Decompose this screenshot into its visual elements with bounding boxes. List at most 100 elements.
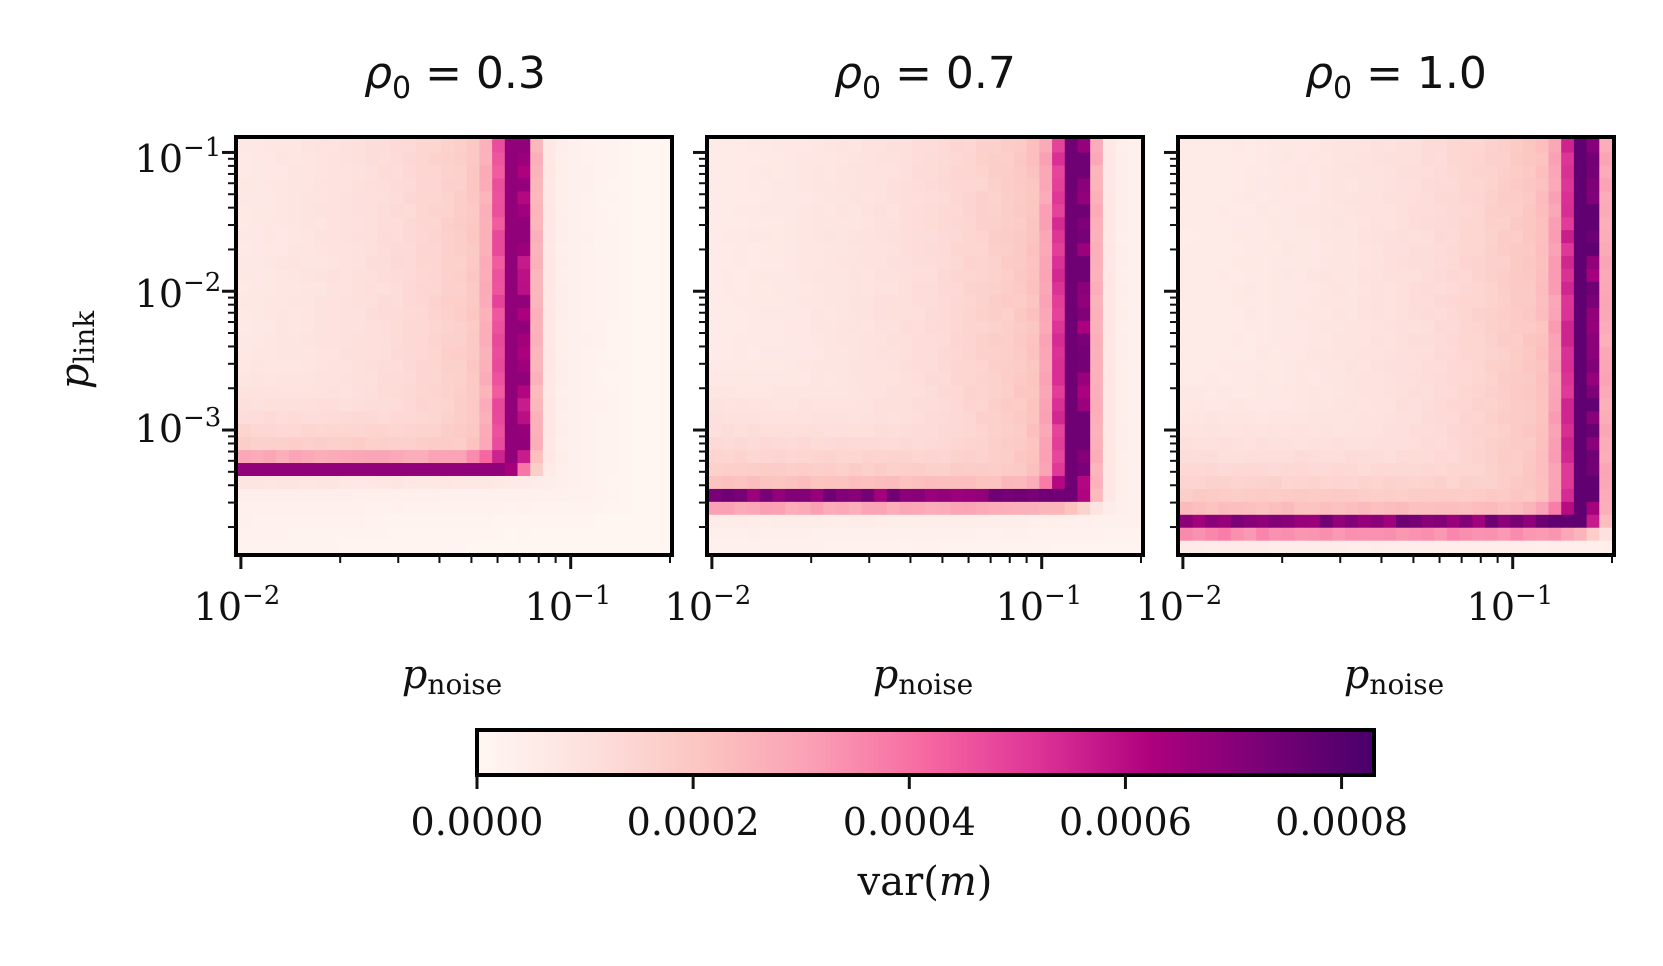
heatmap-cell — [1332, 216, 1346, 231]
heatmap-cell — [759, 190, 774, 205]
heatmap-cell — [631, 255, 646, 269]
heatmap-cell — [1472, 333, 1486, 347]
heatmap-cell — [1180, 475, 1194, 489]
heatmap-cell — [403, 242, 417, 257]
heatmap-cell — [899, 397, 913, 412]
heatmap-cell — [1256, 540, 1270, 554]
heatmap-cell — [975, 164, 990, 179]
heatmap-cell — [861, 462, 875, 476]
heatmap-cell — [1332, 501, 1346, 515]
heatmap-cell — [1548, 216, 1562, 231]
heatmap-cell — [466, 177, 481, 192]
heatmap-cell — [1510, 164, 1524, 179]
heatmap-cell — [466, 540, 481, 554]
heatmap-cell — [428, 371, 442, 386]
heatmap-cell — [1090, 346, 1104, 360]
heatmap-cell — [326, 436, 341, 451]
heatmap-cell — [975, 139, 990, 153]
heatmap-cell — [1180, 436, 1194, 451]
heatmap-cell — [288, 164, 303, 179]
heatmap-cell — [1472, 229, 1486, 244]
heatmap-cell — [1039, 384, 1053, 399]
heatmap-cell — [644, 449, 658, 464]
heatmap-cell — [1281, 268, 1295, 282]
heatmap-cell — [339, 514, 353, 528]
heatmap-cell — [1102, 190, 1117, 205]
heatmap-cell — [1256, 449, 1270, 464]
heatmap-cell — [631, 358, 646, 373]
heatmap-cell — [454, 540, 468, 554]
heatmap-cell — [1307, 358, 1321, 373]
heatmap-cell — [568, 514, 582, 528]
heatmap-cell — [657, 475, 671, 489]
heatmap-cell — [1421, 423, 1435, 438]
heatmap-cell — [1599, 139, 1613, 153]
heatmap-cell — [950, 358, 964, 373]
heatmap-cell — [1510, 229, 1524, 244]
heatmap-cell — [1013, 501, 1028, 515]
heatmap-cell — [1332, 255, 1346, 269]
heatmap-cell — [581, 527, 595, 541]
heatmap-cell — [1484, 397, 1499, 412]
heatmap-cell — [377, 320, 392, 334]
heatmap-cell — [530, 436, 544, 451]
heatmap-cell — [1102, 436, 1117, 451]
heatmap-cell — [1128, 203, 1142, 218]
heatmap-cell — [1064, 475, 1079, 489]
heatmap-cell — [352, 229, 366, 244]
heatmap-cell — [836, 514, 850, 528]
heatmap-cell — [1383, 371, 1397, 386]
heatmap-cell — [1510, 410, 1524, 425]
heatmap-cell — [1268, 216, 1283, 231]
heatmap-cell — [504, 371, 519, 386]
heatmap-cell — [1090, 281, 1104, 295]
heatmap-cell — [1319, 358, 1334, 373]
heatmap-cell — [492, 242, 506, 257]
heatmap-cell — [1523, 242, 1537, 257]
heatmap-cell — [734, 346, 748, 360]
heatmap-cell — [1459, 488, 1473, 502]
heatmap-cell — [263, 203, 277, 218]
heatmap-cell — [1484, 501, 1499, 515]
heatmap-cell — [1523, 281, 1537, 295]
heatmap-cell — [301, 410, 315, 425]
heatmap-cell — [772, 177, 786, 192]
heatmap-cell — [709, 436, 723, 451]
heatmap-cell — [568, 203, 582, 218]
heatmap-cell — [797, 268, 812, 282]
heatmap-cell — [899, 255, 913, 269]
heatmap-cell — [1408, 307, 1423, 321]
heatmap-cell — [619, 540, 633, 554]
heatmap-cell — [1383, 346, 1397, 360]
heatmap-cell — [886, 384, 901, 399]
heatmap-cell — [276, 242, 290, 257]
heatmap-cell — [1256, 164, 1270, 179]
heatmap-cell — [530, 151, 544, 166]
heatmap-cell — [836, 268, 850, 282]
heatmap-cell — [1586, 436, 1600, 451]
heatmap-cell — [886, 268, 901, 282]
heatmap-cell — [1090, 216, 1104, 231]
heatmap-cell — [1026, 190, 1040, 205]
heatmap-cell — [377, 177, 392, 192]
heatmap-cell — [975, 501, 990, 515]
heatmap-cell — [848, 501, 863, 515]
heatmap-cell — [326, 139, 341, 153]
heatmap-cell — [1345, 229, 1359, 244]
heatmap-cell — [276, 384, 290, 399]
heatmap-cell — [1268, 371, 1283, 386]
heatmap-cell — [250, 216, 265, 231]
heatmap-cell — [1281, 410, 1295, 425]
heatmap-cell — [1357, 255, 1372, 269]
heatmap-cell — [1446, 449, 1461, 464]
heatmap-cell — [1396, 268, 1410, 282]
heatmap-cell — [925, 151, 939, 166]
heatmap-cell — [530, 255, 544, 269]
heatmap-cell — [276, 139, 290, 153]
heatmap-cell — [1102, 423, 1117, 438]
heatmap-cell — [1001, 216, 1015, 231]
heatmap-cell — [709, 294, 723, 308]
heatmap-cell — [1052, 488, 1066, 502]
heatmap-cell — [1357, 514, 1372, 528]
heatmap-cell — [1472, 255, 1486, 269]
